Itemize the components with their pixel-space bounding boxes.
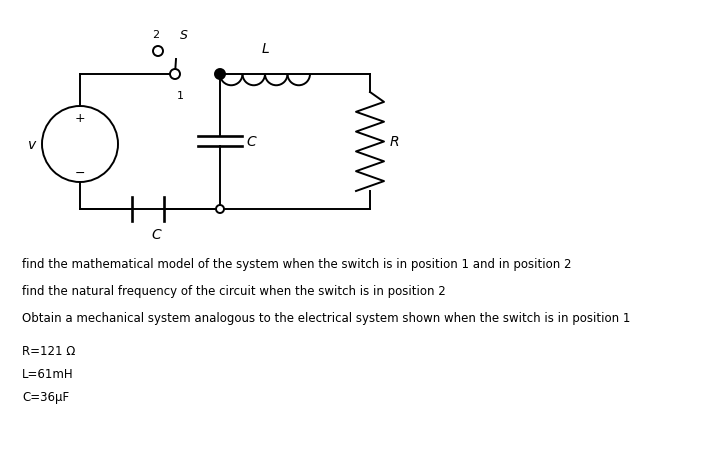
Text: C: C	[246, 135, 256, 149]
Circle shape	[153, 47, 163, 57]
Circle shape	[170, 70, 180, 80]
Text: find the mathematical model of the system when the switch is in position 1 and i: find the mathematical model of the syste…	[22, 258, 572, 271]
Text: R: R	[390, 135, 400, 149]
Text: Obtain a mechanical system analogous to the electrical system shown when the swi: Obtain a mechanical system analogous to …	[22, 311, 630, 324]
Text: R=121 Ω: R=121 Ω	[22, 344, 75, 357]
Text: L: L	[261, 41, 269, 55]
Text: +: +	[75, 112, 85, 125]
Text: −: −	[75, 166, 85, 179]
Circle shape	[216, 71, 224, 79]
Text: find the natural frequency of the circuit when the switch is in position 2: find the natural frequency of the circui…	[22, 285, 446, 297]
Text: 2: 2	[153, 30, 160, 40]
Text: L=61mH: L=61mH	[22, 367, 74, 380]
Circle shape	[215, 70, 225, 80]
Text: v: v	[28, 138, 36, 152]
Circle shape	[216, 206, 224, 213]
Text: S: S	[180, 29, 188, 42]
Text: C: C	[151, 227, 161, 241]
Text: 1: 1	[177, 91, 184, 101]
Text: C=36μF: C=36μF	[22, 390, 69, 403]
